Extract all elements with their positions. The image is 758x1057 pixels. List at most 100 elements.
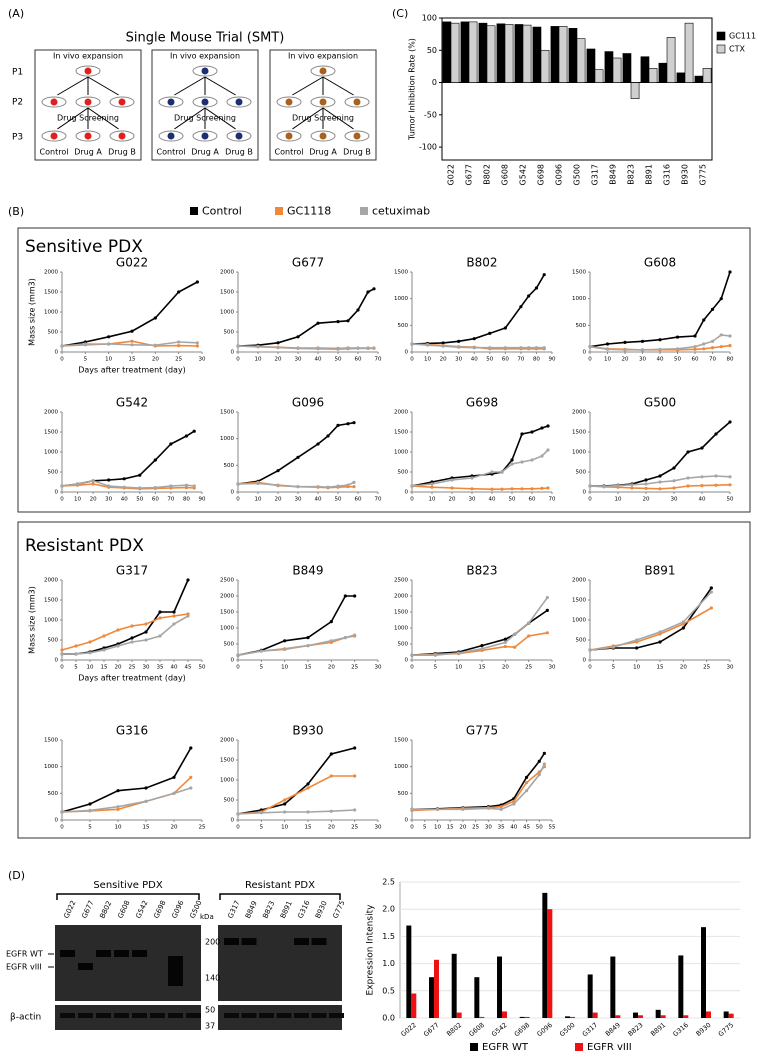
chart-title: G022: [116, 256, 148, 270]
x-tick-label: 0: [588, 357, 592, 363]
data-point: [535, 346, 538, 349]
data-point: [635, 638, 638, 641]
data-point: [346, 422, 349, 425]
data-point: [546, 486, 549, 489]
x-tick-label: G096: [555, 164, 564, 185]
x-tick-label: 20: [275, 497, 282, 503]
y-tick-label: 1500: [394, 430, 408, 436]
data-point: [107, 342, 110, 345]
data-point: [144, 630, 147, 633]
series-line: [590, 272, 730, 347]
data-point: [612, 646, 615, 649]
data-point: [330, 752, 333, 755]
marker-label: 50: [205, 1006, 215, 1015]
bar: [434, 960, 439, 1018]
x-tick-label: 40: [489, 497, 496, 503]
data-point: [352, 421, 355, 424]
tumor: [354, 99, 361, 106]
data-point: [711, 340, 714, 343]
y-tick-label: 1.5: [382, 932, 395, 941]
bar: [547, 909, 552, 1018]
y-axis-label: Mass size (mm3): [28, 278, 37, 346]
y-tick-label: 0: [231, 818, 235, 824]
data-point: [410, 654, 413, 657]
data-point: [470, 487, 473, 490]
bar: [633, 1013, 638, 1018]
lane-label: B891: [279, 900, 294, 920]
data-point: [520, 487, 523, 490]
x-tick-label: 0: [60, 665, 64, 671]
x-tick-label: 30: [469, 497, 476, 503]
bar: [706, 1011, 711, 1018]
data-point: [588, 484, 591, 487]
x-tick-label: G317: [591, 164, 600, 185]
egfr-band: [242, 938, 257, 945]
series-line: [62, 748, 191, 812]
x-tick-label: 30: [549, 665, 556, 671]
data-point: [144, 638, 147, 641]
egfr-band: [294, 938, 309, 945]
chart-title: G316: [116, 724, 148, 738]
data-point: [602, 485, 605, 488]
data-point: [728, 334, 731, 337]
y-axis-label: Expression Intensity: [366, 904, 376, 996]
legend-label: CTX: [729, 45, 745, 54]
x-tick-label: 10: [115, 825, 122, 831]
x-tick-label: 10: [281, 665, 288, 671]
x-tick-label: 80: [727, 357, 734, 363]
data-point: [525, 781, 528, 784]
x-tick-label: 40: [471, 357, 478, 363]
x-tick-label: 30: [375, 825, 382, 831]
chart-title: B823: [466, 564, 497, 578]
legend-label: EGFR vIII: [587, 1042, 632, 1053]
lane-label: B849: [244, 900, 259, 920]
x-tick-label: 5: [84, 357, 88, 363]
data-point: [720, 345, 723, 348]
bar: [559, 26, 567, 82]
x-tick-label: B891: [649, 1021, 667, 1038]
tumor: [85, 68, 92, 75]
y-tick-label: 1500: [572, 430, 586, 436]
x-tick-label: 20: [171, 825, 178, 831]
data-point: [499, 808, 502, 811]
data-point: [682, 620, 685, 623]
data-point: [686, 484, 689, 487]
series-line: [412, 275, 544, 344]
x-tick-label: 5: [88, 825, 92, 831]
data-point: [546, 448, 549, 451]
bar: [505, 24, 513, 82]
x-tick-label: B930: [681, 164, 690, 185]
data-point: [276, 341, 279, 344]
data-point: [154, 486, 157, 489]
x-tick-label: 0: [588, 665, 592, 671]
x-tick-label: 30: [455, 357, 462, 363]
bar: [429, 977, 434, 1018]
data-point: [450, 478, 453, 481]
row-label: P3: [12, 133, 23, 143]
x-tick-label: 25: [199, 825, 206, 831]
series-line: [62, 616, 188, 654]
data-point: [177, 344, 180, 347]
actin-band: [96, 1013, 111, 1018]
bar: [479, 23, 487, 82]
band-label: β-actin: [10, 1013, 41, 1023]
data-point: [434, 654, 437, 657]
chart-title: B891: [644, 564, 675, 578]
y-tick-label: 50: [427, 46, 437, 55]
y-tick-label: 1500: [394, 270, 408, 276]
data-point: [473, 346, 476, 349]
data-point: [366, 347, 369, 350]
actin-band: [312, 1013, 327, 1018]
data-point: [700, 446, 703, 449]
x-tick-label: 30: [143, 665, 150, 671]
x-tick-label: 30: [485, 825, 492, 831]
data-point: [296, 456, 299, 459]
data-point: [513, 633, 516, 636]
x-tick-label: 5: [612, 665, 616, 671]
bar: [487, 26, 495, 83]
chart-title: B849: [292, 564, 323, 578]
data-point: [88, 809, 91, 812]
series-line: [412, 753, 544, 809]
egfr-band: [78, 963, 93, 970]
y-tick-label: 500: [576, 323, 587, 329]
